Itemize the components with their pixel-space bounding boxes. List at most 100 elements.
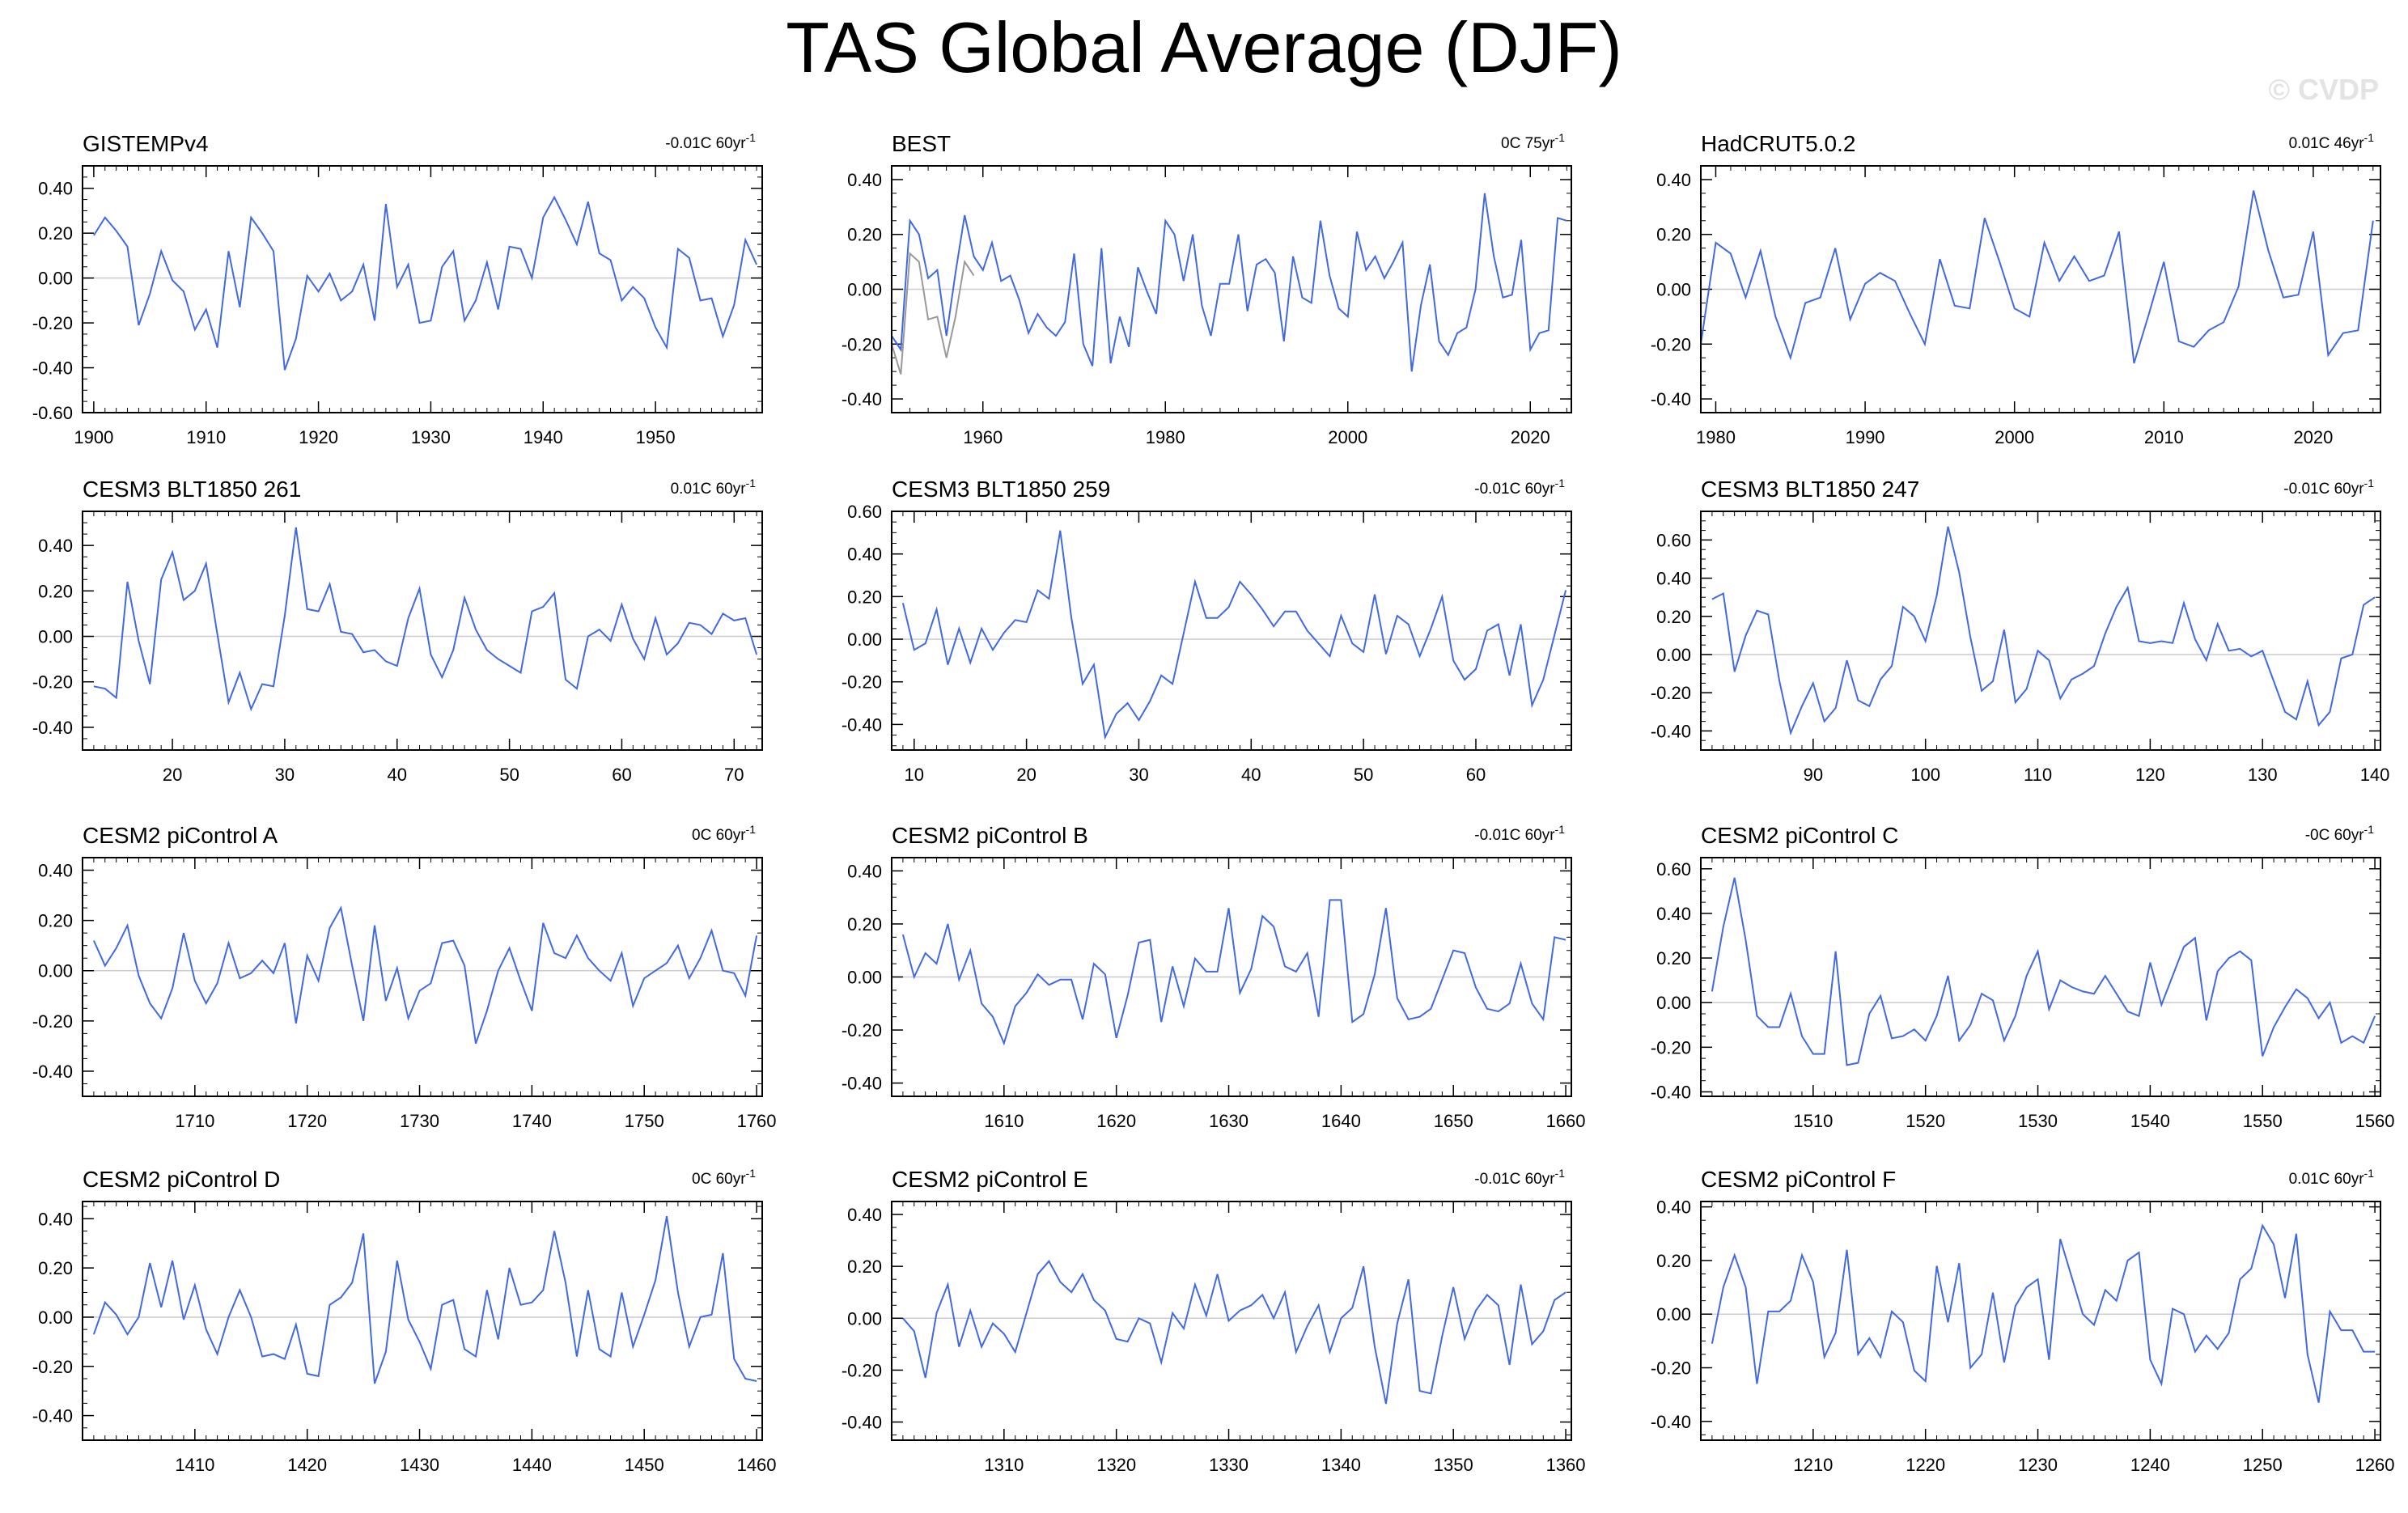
chart-panel-4: CESM3 BLT1850 259 -0.01C 60yr-1 10 20 30 40 50… [842,477,1572,785]
x-tick-label: 2000 [1995,427,2034,447]
chart-panel-9: CESM2 piControl D 0C 60yr-1 1410 1420 1430 14… [32,1167,777,1475]
x-tick-label: 1410 [175,1455,214,1475]
x-tick-label: 60 [612,765,631,785]
series-line-0 [901,530,1567,740]
x-tick-label: 30 [275,765,295,785]
y-tick-label: -0.20 [842,1360,882,1380]
y-tick-label: -0.40 [32,358,73,379]
x-tick-label: 1440 [512,1455,552,1475]
y-tick-label: 0.60 [1656,530,1691,550]
plot-frame [82,1201,763,1441]
y-tick-label: 0.00 [847,280,882,300]
y-tick-label: 0.40 [38,861,73,881]
trend-label: -0.01C 60yr-1 [1474,823,1565,844]
x-tick-label: 1230 [2018,1455,2058,1475]
trend-exponent: -1 [2364,1167,2375,1180]
x-tick-label: 30 [1129,765,1148,785]
x-tick-label: 1350 [1434,1455,1473,1475]
y-tick-label: 0.20 [38,223,73,244]
y-tick-label: -0.40 [1651,389,1691,409]
y-tick-label: 0.00 [1656,645,1691,665]
x-tick-label: 1510 [1793,1111,1833,1131]
y-tick-label: -0.40 [842,1074,882,1094]
y-tick-label: 0.20 [847,225,882,245]
plot-frame [82,165,763,413]
chart-title: CESM2 piControl F [1701,1167,1896,1192]
x-tick-label: 1360 [1546,1455,1586,1475]
chart-panel-2: HadCRUT5.0.2 0.01C 46yr-1 1980 1990 2000 2010… [1651,131,2381,447]
y-tick-label: 0.40 [1656,170,1691,190]
trend-label: 0C 60yr-1 [692,1167,756,1188]
x-tick-label: 120 [2135,765,2165,785]
chart-title: CESM2 piControl B [892,823,1088,848]
x-tick-label: 90 [1804,765,1823,785]
y-tick-label: 0.40 [1656,569,1691,589]
chart-panel-10: CESM2 piControl E -0.01C 60yr-1 1310 1320 13… [842,1167,1586,1475]
x-tick-label: 1660 [1546,1111,1586,1131]
plot-frame [891,511,1572,751]
chart-title: GISTEMPv4 [83,131,209,156]
y-tick-label: 0.00 [1656,993,1691,1013]
y-tick-label: 0.40 [38,1209,73,1229]
page-title: TAS Global Average (DJF) [786,7,1622,87]
x-tick-label: 1990 [1846,427,1885,447]
trend-exponent: -1 [746,131,757,144]
chart-title: CESM2 piControl E [892,1167,1088,1192]
x-tick-label: 1950 [636,427,676,447]
y-tick-label: 0.20 [1656,948,1691,968]
y-tick-label: -0.40 [1651,1082,1691,1102]
x-tick-label: 1730 [400,1111,439,1131]
x-tick-label: 1220 [1906,1455,1945,1475]
x-tick-label: 1960 [963,427,1003,447]
y-tick-label: -0.20 [1651,334,1691,354]
watermark: © CVDP [2268,73,2379,106]
x-tick-label: 1940 [524,427,563,447]
y-tick-label: 0.40 [847,170,882,190]
y-tick-label: 0.40 [847,1205,882,1225]
x-tick-label: 1330 [1209,1455,1249,1475]
trend-label: 0C 60yr-1 [692,823,756,844]
series-line-0 [92,905,758,1045]
y-tick-label: 0.20 [847,914,882,934]
y-tick-label: -0.40 [1651,721,1691,741]
series-line-0 [92,1216,757,1384]
trend-label: -0.01C 60yr-1 [1474,1167,1565,1188]
y-tick-label: 0.40 [1656,904,1691,924]
x-tick-label: 40 [1241,765,1261,785]
y-tick-label: -0.40 [32,1062,73,1082]
x-tick-label: 1760 [737,1111,777,1131]
plot-frame [1700,1201,2381,1441]
x-tick-label: 1750 [625,1111,664,1131]
trend-exponent: -1 [2364,477,2375,490]
x-tick-label: 1710 [175,1111,214,1131]
x-tick-label: 20 [1016,765,1036,785]
x-tick-label: 1260 [2355,1455,2395,1475]
x-tick-label: 20 [163,765,182,785]
trend-exponent: -1 [2364,131,2375,144]
y-tick-label: 0.00 [1656,280,1691,300]
y-tick-label: -0.40 [842,1413,882,1433]
y-tick-label: 0.60 [1656,859,1691,879]
y-tick-label: 0.20 [847,1257,882,1277]
x-tick-label: 1630 [1209,1111,1249,1131]
trend-exponent: -1 [2364,823,2375,836]
x-tick-label: 1930 [411,427,451,447]
trend-exponent: -1 [1555,131,1566,144]
x-tick-label: 1980 [1696,427,1736,447]
y-tick-label: 0.20 [38,581,73,601]
chart-panel-3: CESM3 BLT1850 261 0.01C 60yr-1 20 30 40 50 60 7… [32,477,763,785]
x-tick-label: 130 [2248,765,2278,785]
chart-title: CESM3 BLT1850 259 [892,477,1110,502]
x-tick-label: 1210 [1793,1455,1833,1475]
y-tick-label: 0.00 [847,629,882,650]
x-tick-label: 1920 [299,427,338,447]
y-tick-label: -0.20 [842,672,882,693]
x-tick-label: 100 [1910,765,1940,785]
chart-panel-6: CESM2 piControl A 0C 60yr-1 1710 1720 1730 17… [32,823,777,1131]
trend-exponent: -1 [746,1167,757,1180]
chart-title: CESM3 BLT1850 261 [83,477,301,502]
y-tick-label: 0.20 [38,911,73,931]
x-tick-label: 140 [2360,765,2390,785]
x-tick-label: 10 [905,765,924,785]
y-tick-label: 0.00 [38,1307,73,1328]
